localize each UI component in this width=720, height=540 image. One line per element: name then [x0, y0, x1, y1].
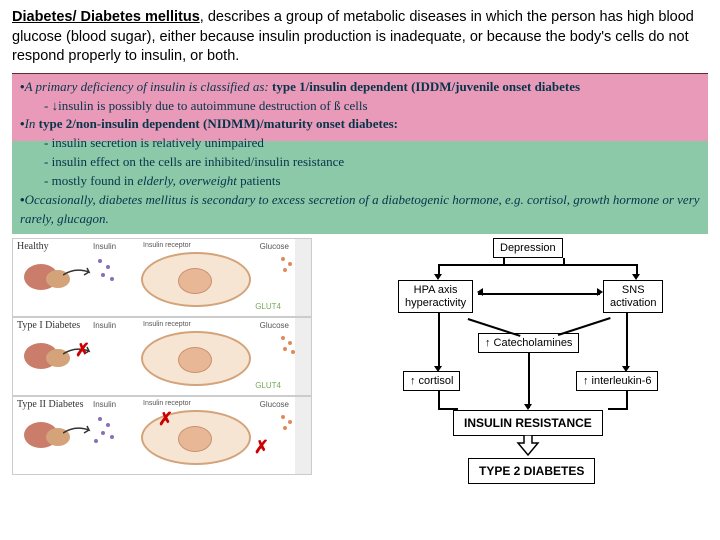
node-cortisol: ↑ cortisol: [403, 371, 460, 391]
panel-l6b: elderly, overweight: [137, 173, 237, 188]
node-sns: SNSactivation: [603, 280, 663, 312]
cell-diagram-column: Healthy Insulin Insulin receptor Glucose…: [12, 238, 312, 475]
nucleus-shape: [178, 268, 212, 294]
node-hpa: HPA axishyperactivity: [398, 280, 473, 312]
node-insulin-resistance: INSULIN RESISTANCE: [453, 410, 603, 436]
arrow-icon: [63, 267, 93, 279]
cell-shape: [141, 252, 251, 307]
flowchart: Depression HPA axishyperactivity SNSacti…: [358, 238, 708, 475]
arrowhead-icon: [524, 404, 532, 410]
arrowhead-icon: [434, 274, 442, 280]
arrowhead-icon: [597, 288, 603, 296]
edge: [438, 390, 440, 410]
cross-icon: ✗: [254, 437, 269, 458]
glut4-label: GLUT4: [255, 302, 281, 311]
cross-icon: ✗: [75, 340, 90, 361]
watermark-strip: [295, 397, 311, 474]
diagram-label-t2: Type II Diabetes: [17, 399, 84, 410]
hollow-arrow-icon: [516, 435, 540, 457]
diagram-healthy: Healthy Insulin Insulin receptor Glucose…: [12, 238, 312, 317]
panel-l1a: A primary deficiency of insulin is class…: [25, 79, 272, 94]
insulin-label: Insulin: [93, 400, 116, 409]
node-catecholamines: ↑ Catecholamines: [478, 333, 579, 353]
title-lead: Diabetes/ Diabetes mellitus: [12, 9, 200, 25]
edge: [626, 390, 628, 410]
panel-l7a: Occasionally,: [25, 192, 99, 207]
node-type2-diabetes: TYPE 2 DIABETES: [468, 458, 595, 484]
panel-l2: ↓insulin is possibly due to autoimmune d…: [52, 98, 368, 113]
panel-l6a: mostly found in: [52, 173, 138, 188]
panel-l7c: is secondary to excess secretion of a: [187, 192, 382, 207]
arrow-icon: [63, 425, 93, 437]
insulin-label: Insulin: [93, 321, 116, 330]
panel-l3b: type 2/non-insulin dependent (NIDMM)/mat…: [39, 116, 398, 131]
edge: [438, 264, 638, 266]
node-depression: Depression: [493, 238, 563, 258]
edge: [626, 313, 628, 368]
glucose-label: Glucose: [260, 321, 289, 330]
edge: [438, 408, 458, 410]
watermark-strip: [295, 318, 311, 395]
panel-l1b: type 1/insulin dependent (IDDM/juvenile …: [272, 79, 580, 94]
watermark-strip: [295, 239, 311, 316]
nucleus-shape: [178, 426, 212, 452]
cell-shape: [141, 331, 251, 386]
glucose-label: Glucose: [260, 400, 289, 409]
glut4-label: GLUT4: [255, 381, 281, 390]
diagram-type2: Type II Diabetes Insulin Insulin recepto…: [12, 396, 312, 475]
edge: [478, 293, 600, 295]
diagram-label-t1: Type I Diabetes: [17, 320, 80, 331]
classification-panel: •A primary deficiency of insulin is clas…: [12, 73, 708, 235]
arrowhead-icon: [622, 366, 630, 372]
receptor-label: Insulin receptor: [143, 321, 191, 328]
receptor-label: Insulin receptor: [143, 400, 191, 407]
title-paragraph: Diabetes/ Diabetes mellitus, describes a…: [12, 8, 708, 67]
edge: [608, 408, 628, 410]
diagram-type1: Type I Diabetes Insulin Insulin receptor…: [12, 317, 312, 396]
glucose-label: Glucose: [260, 242, 289, 251]
arrowhead-icon: [632, 274, 640, 280]
edge: [438, 313, 440, 368]
panel-l6c: patients: [237, 173, 281, 188]
receptor-label: Insulin receptor: [143, 242, 191, 249]
panel-l5: insulin effect on the cells are inhibite…: [52, 154, 345, 169]
panel-l3a: In: [25, 116, 39, 131]
nucleus-shape: [178, 347, 212, 373]
edge: [528, 353, 530, 408]
cross-icon: ✗: [158, 409, 173, 430]
diagram-label-healthy: Healthy: [17, 241, 49, 252]
arrowhead-icon: [434, 366, 442, 372]
panel-l7b: diabetes mellitus: [99, 192, 187, 207]
edge: [563, 258, 565, 264]
insulin-label: Insulin: [93, 242, 116, 251]
node-il6: ↑ interleukin-6: [576, 371, 658, 391]
arrowhead-icon: [477, 288, 483, 296]
panel-l4: insulin secretion is relatively unimpair…: [52, 135, 264, 150]
